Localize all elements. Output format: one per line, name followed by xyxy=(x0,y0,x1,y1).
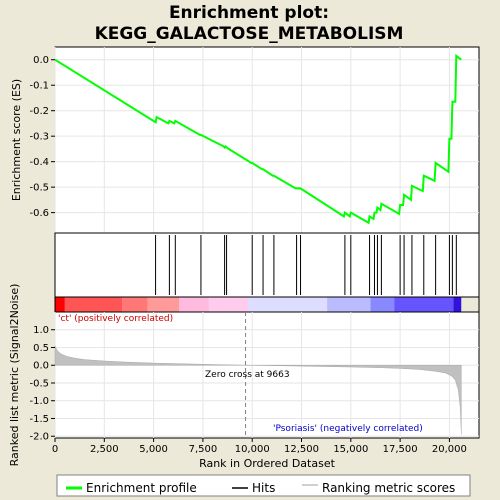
heat-bar-segment xyxy=(327,297,371,312)
heat-bar-segment xyxy=(147,297,180,312)
metric-y-axis: 1.0 0.5 0.0 -0.5 -1.0 -1.5 -2.0 xyxy=(29,325,55,443)
legend-box xyxy=(56,474,471,497)
x-tick-label: 7,500 xyxy=(189,444,218,455)
negative-correlation-label: 'Psoriasis' (negatively correlated) xyxy=(273,424,423,434)
heat-bar-segment xyxy=(394,297,454,312)
zero-cross-label: Zero cross at 9663 xyxy=(205,370,290,380)
es-panel xyxy=(54,46,480,234)
rank-heat-bar xyxy=(55,297,462,312)
heat-bar-segment xyxy=(64,297,123,312)
x-tick-label: 5,000 xyxy=(139,444,168,455)
es-gridlines xyxy=(54,47,479,233)
es-y-tick-label: -0.5 xyxy=(29,183,49,194)
heat-bar-segment xyxy=(179,297,209,312)
metric-y-tick-label: 0.5 xyxy=(33,343,49,354)
es-y-tick-label: -0.2 xyxy=(29,106,49,117)
heat-bar-segment xyxy=(453,297,462,312)
x-axis-label: Rank in Ordered Dataset xyxy=(199,457,336,470)
legend-hits-label: Hits xyxy=(252,481,275,495)
legend-profile-label: Enrichment profile xyxy=(86,481,197,495)
positive-correlation-label: 'ct' (positively correlated) xyxy=(58,314,173,324)
ranking-metric-area xyxy=(54,345,462,435)
x-tick-label: 10,000 xyxy=(235,444,270,455)
x-tick-label: 20,000 xyxy=(432,444,467,455)
es-y-tick-label: 0.0 xyxy=(33,55,49,66)
x-axis: 0 2,500 5,000 7,500 10,000 12,500 15,000 17,500… xyxy=(52,438,467,455)
metric-y-tick-label: -0.5 xyxy=(29,378,49,389)
chart-title-line1: Enrichment plot: xyxy=(169,3,329,23)
es-y-tick-label: -0.6 xyxy=(29,208,49,219)
x-tick-label: 12,500 xyxy=(284,444,319,455)
metric-y-tick-label: -2.0 xyxy=(29,432,49,443)
x-tick-label: 2,500 xyxy=(90,444,119,455)
es-y-axis: 0.0 -0.1 -0.2 -0.3 -0.4 -0.5 -0.6 xyxy=(29,55,55,219)
metric-y-tick-label: -1.0 xyxy=(29,396,49,407)
hits-markers xyxy=(155,235,457,295)
heat-bar-segment xyxy=(248,297,328,312)
enrichment-profile-line xyxy=(54,53,462,225)
es-y-tick-label: -0.1 xyxy=(29,81,49,92)
metric-y-axis-label: Ranked list metric (Signal2Noise) xyxy=(8,284,21,467)
chart-title-line2: KEGG_GALACTOSE_METABOLISM xyxy=(95,24,404,44)
legend-metric-label: Ranking metric scores xyxy=(322,481,455,495)
es-y-tick-label: -0.4 xyxy=(29,157,49,168)
metric-y-tick-label: 0.0 xyxy=(33,361,49,372)
heat-bar-segment xyxy=(55,297,65,312)
metric-y-tick-label: 1.0 xyxy=(33,325,49,336)
heat-bar-segment xyxy=(208,297,249,312)
x-tick-label: 15,000 xyxy=(333,444,368,455)
hits-panel xyxy=(54,232,480,298)
heat-bar-segment xyxy=(122,297,148,312)
metric-y-tick-label: -1.5 xyxy=(29,414,49,425)
es-y-axis-label: Enrichment score (ES) xyxy=(10,79,23,201)
x-tick-label: 17,500 xyxy=(383,444,418,455)
heat-bar-segment xyxy=(370,297,395,312)
x-tick-label: 0 xyxy=(52,444,58,455)
metric-panel xyxy=(54,311,480,439)
es-y-tick-label: -0.3 xyxy=(29,132,49,143)
